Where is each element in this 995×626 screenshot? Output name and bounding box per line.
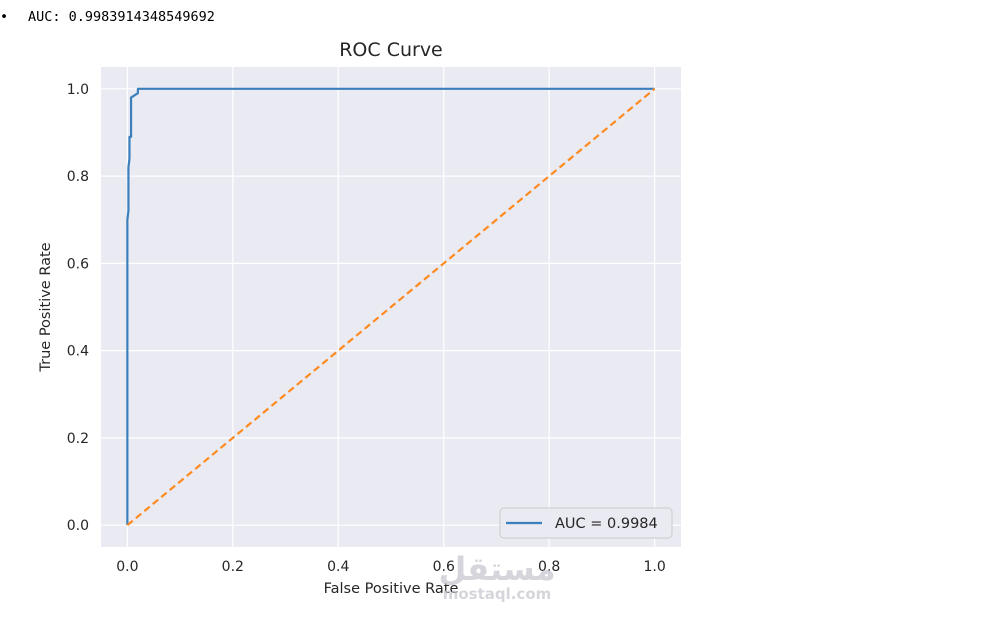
- legend-label: AUC = 0.9984: [555, 516, 658, 532]
- y-axis-label: True Positive Rate: [38, 242, 54, 372]
- auc-output-text: AUC: 0.9983914348549692: [28, 9, 215, 25]
- chart-title: ROC Curve: [339, 39, 443, 61]
- diagonal-reference-line: [126, 87, 656, 527]
- x-tick-label: 0.6: [433, 559, 455, 575]
- series-layer: [126, 87, 656, 527]
- y-tick-label: 0.0: [67, 518, 89, 534]
- watermark-arabic: مستقل: [438, 550, 556, 588]
- x-tick-label: 0.8: [538, 559, 560, 575]
- tick-labels: 0.0 0.2 0.4 0.6 0.8 1.0 0.0 0.2 0.4 0.6 0.8 1.0: [67, 82, 666, 575]
- x-tick-label: 1.0: [644, 559, 666, 575]
- roc-curve-line: [126, 87, 655, 526]
- legend-box: [499, 507, 673, 539]
- y-tick-label: 1.0: [67, 82, 89, 98]
- x-axis-label: False Positive Rate: [324, 581, 459, 597]
- x-tick-label: 0.0: [116, 559, 138, 575]
- y-tick-label: 0.6: [67, 256, 89, 272]
- y-tick-label: 0.8: [67, 169, 89, 185]
- bullet-marker: •: [0, 9, 9, 25]
- y-tick-label: 0.2: [67, 431, 89, 447]
- watermark-logo: مستقل mostaql.com: [432, 552, 562, 602]
- x-tick-label: 0.4: [327, 559, 349, 575]
- x-tick-label: 0.2: [222, 559, 244, 575]
- legend: AUC = 0.9984: [499, 507, 673, 539]
- printed-output: • AUC: 0.9983914348549692: [0, 9, 215, 25]
- watermark-latin: mostaql.com: [442, 585, 552, 603]
- y-tick-label: 0.4: [67, 344, 89, 360]
